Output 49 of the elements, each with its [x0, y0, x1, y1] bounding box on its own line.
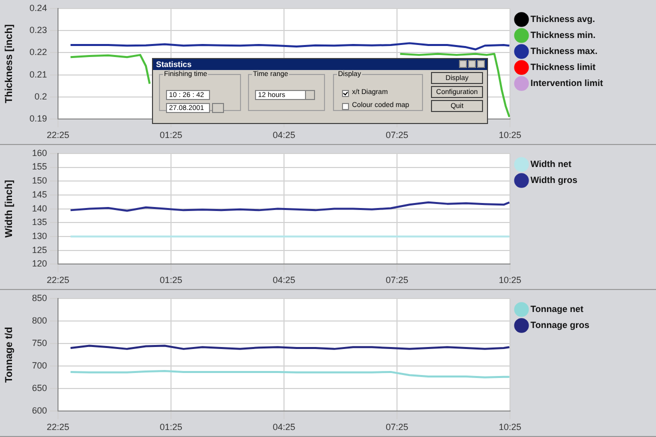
y-tick-label: 140 [32, 203, 47, 214]
x-tick-label: 10:25 [498, 275, 522, 286]
y-tick-label: 150 [32, 176, 47, 186]
x-tick-label: 04:25 [272, 422, 296, 432]
annotation: Statistics [153, 59, 487, 70]
y-tick-label: 0.22 [29, 47, 47, 58]
x-tick-label: 01:25 [160, 130, 182, 140]
legend-label: Thickness avg. [530, 14, 596, 24]
y-tick-label: 600 [32, 406, 47, 416]
legend-label: Thickness limit [530, 62, 596, 72]
y-axis-title: Tonnage t/d [4, 326, 15, 383]
x-tick-label: 04:25 [272, 275, 296, 286]
y-tick-label: 130 [32, 230, 47, 241]
y-tick-label: 120 [32, 258, 47, 269]
y-tick-label: 800 [32, 315, 47, 326]
x-tick-label: 22:25 [46, 422, 70, 432]
x-tick-label: 01:25 [160, 422, 182, 432]
y-tick-label: 650 [32, 383, 47, 394]
y-tick-label: 0.19 [29, 114, 47, 124]
y-axis-title: Thickness [inch] [4, 24, 15, 104]
y-tick-label: 850 [32, 292, 47, 303]
x-tick-label: 01:25 [160, 275, 182, 286]
x-tick-label: 10:25 [498, 130, 522, 140]
x-tick-label: 07:25 [386, 130, 408, 140]
y-tick-label: 700 [32, 360, 47, 371]
legend-label: Thickness max. [530, 46, 598, 56]
legend-label: Tonnage gros [530, 320, 590, 330]
y-tick-label: 0.21 [29, 69, 47, 80]
legend-label: Tonnage net [530, 304, 584, 314]
y-tick-label: 125 [32, 244, 47, 255]
x-tick-label: 07:25 [386, 275, 408, 286]
y-axis-title: Width [inch] [4, 180, 15, 238]
y-tick-label: 155 [32, 162, 47, 172]
y-tick-label: 750 [32, 338, 47, 348]
y-tick-label: 145 [32, 189, 47, 200]
y-tick-label: 160 [32, 148, 47, 158]
y-tick-label: 0.2 [34, 92, 47, 102]
y-tick-label: 135 [32, 217, 47, 228]
legend-label: Width gros [530, 174, 578, 185]
legend-label: Width net [530, 158, 572, 169]
x-tick-label: 07:25 [386, 422, 408, 432]
x-tick-label: 22:25 [46, 275, 70, 286]
y-tick-label: 0.23 [29, 25, 47, 36]
legend-label: Thickness min. [530, 30, 596, 40]
x-tick-label: 22:25 [46, 130, 70, 140]
x-tick-label: 04:25 [272, 130, 296, 140]
x-tick-label: 10:25 [498, 422, 522, 432]
y-tick-label: 0.24 [29, 2, 47, 13]
legend-label: Intervention limit [530, 78, 604, 88]
